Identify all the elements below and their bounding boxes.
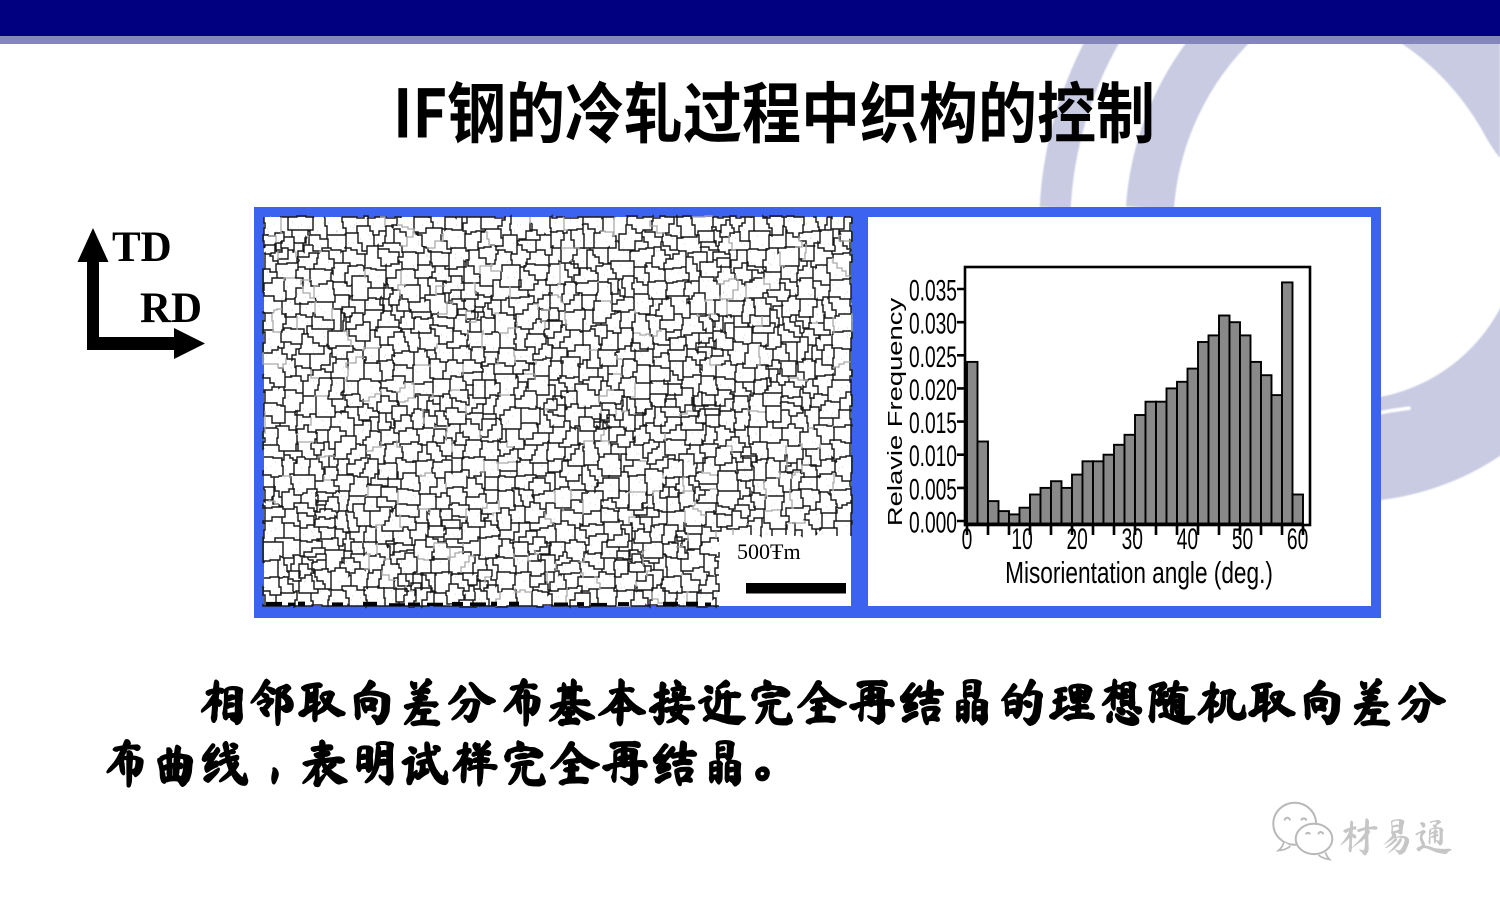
svg-text:0.010: 0.010 (909, 440, 957, 473)
svg-text:RD: RD (140, 285, 202, 332)
svg-text:50: 50 (1232, 523, 1253, 556)
svg-text:0.025: 0.025 (909, 341, 957, 374)
svg-text:30: 30 (1122, 523, 1143, 556)
svg-text:0.030: 0.030 (909, 307, 957, 340)
svg-text:0.000: 0.000 (909, 506, 957, 539)
svg-text:TD: TD (112, 224, 172, 271)
svg-text:0.020: 0.020 (909, 374, 957, 407)
svg-text:Misorientation angle (deg.): Misorientation angle (deg.) (1005, 554, 1273, 589)
svg-text:0: 0 (962, 523, 973, 556)
svg-text:60: 60 (1287, 523, 1308, 556)
svg-text:10: 10 (1011, 523, 1032, 556)
svg-text:Relavie Frequency: Relavie Frequency (884, 298, 907, 526)
svg-text:0.005: 0.005 (909, 473, 957, 506)
svg-text:40: 40 (1177, 523, 1198, 556)
svg-text:0.035: 0.035 (909, 274, 957, 307)
svg-text:20: 20 (1067, 523, 1088, 556)
svg-text:500Ŧm: 500Ŧm (737, 539, 801, 564)
svg-text:0.015: 0.015 (909, 407, 957, 440)
